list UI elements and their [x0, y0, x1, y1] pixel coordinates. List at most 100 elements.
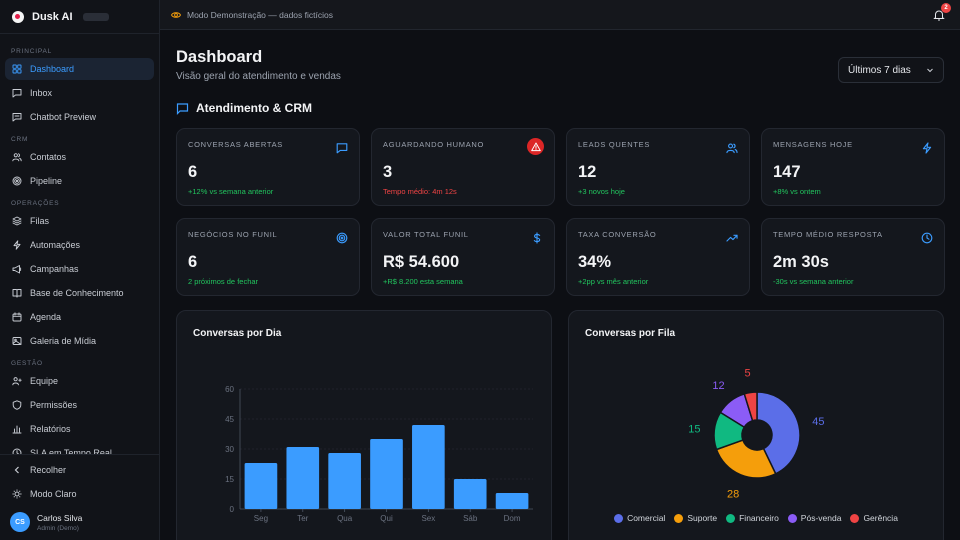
section-heading: Atendimento & CRM [176, 101, 312, 115]
book-icon [12, 289, 22, 298]
sidebar-item-relat-rios[interactable]: Relatórios [5, 418, 154, 440]
card-label: NEGÓCIOS NO FUNIL [188, 230, 278, 239]
kpi-card[interactable]: AGUARDANDO HUMANO 3 Tempo médio: 4m 12s [371, 128, 555, 206]
y-tick-label: 0 [230, 505, 235, 514]
user-profile[interactable]: CS Carlos Silva Admin (Demo) [5, 507, 154, 532]
page-subtitle: Visão geral do atendimento e vendas [176, 71, 341, 82]
bar [453, 479, 487, 509]
slice-value-label: 28 [727, 488, 739, 500]
sidebar-item-label: Galeria de Mídia [30, 336, 97, 346]
sidebar-item-galeria-de-m-dia[interactable]: Galeria de Mídia [5, 330, 154, 352]
sidebar-item-label: Inbox [30, 88, 53, 98]
main-content: Dashboard Visão geral do atendimento e v… [160, 30, 960, 540]
period-value: Últimos 7 dias [848, 64, 911, 76]
brand[interactable]: Dusk AI [0, 0, 159, 34]
kpi-card[interactable]: TAXA CONVERSÃO 34% +2pp vs mês anterior [566, 218, 750, 296]
alert-badge [527, 138, 544, 155]
x-tick-label: Dom [504, 514, 521, 523]
sidebar-item-agenda[interactable]: Agenda [5, 306, 154, 328]
legend-item[interactable]: Comercial [614, 513, 665, 523]
collapse-label: Recolher [30, 465, 67, 475]
kpi-card[interactable]: LEADS QUENTES 12 +3 novos hoje [566, 128, 750, 206]
y-tick-label: 60 [225, 385, 234, 394]
theme-label: Modo Claro [30, 489, 77, 499]
sidebar-item-label: SLA em Tempo Real [30, 448, 112, 458]
x-tick-label: Qui [380, 514, 393, 523]
megaphone-icon [12, 265, 22, 274]
sidebar-item-label: Pipeline [30, 176, 63, 186]
chevron-down-icon [927, 68, 933, 73]
users-icon [12, 153, 22, 162]
card-value: 3 [383, 163, 393, 181]
brand-logo [12, 10, 24, 23]
x-tick-label: Ter [297, 514, 308, 523]
card-icon [726, 231, 738, 243]
card-icon [726, 141, 738, 154]
pie-chart-panel: Conversas por Fila 45 28 15 12 5 Comercial Su… [568, 310, 944, 540]
pie-chart: 45 28 15 12 5 [688, 368, 824, 501]
sidebar-item-base-de-conhecimento[interactable]: Base de Conhecimento [5, 282, 154, 304]
bar [286, 447, 320, 509]
target-icon [12, 176, 22, 186]
app-name: Dusk AI [32, 10, 73, 23]
legend-swatch [787, 513, 797, 523]
y-tick-label: 15 [225, 475, 234, 484]
slice-value-label: 45 [812, 416, 824, 428]
card-label: MENSAGENS HOJE [773, 140, 853, 149]
sidebar-item-permiss-es[interactable]: Permissões [5, 394, 154, 416]
pie-chart-title: Conversas por Fila [585, 328, 676, 339]
nav-section-label: OPERAÇÕES [11, 200, 60, 207]
sidebar-item-dashboard[interactable]: Dashboard [5, 58, 154, 80]
target-icon [336, 232, 348, 244]
collapse-button[interactable]: Recolher [5, 459, 154, 481]
sidebar-item-contatos[interactable]: Contatos [5, 146, 154, 168]
kpi-card[interactable]: CONVERSAS ABERTAS 6 +12% vs semana anterio… [176, 128, 360, 206]
legend-item[interactable]: Gerência [850, 513, 898, 523]
card-value: 34% [578, 253, 612, 271]
legend-label: Gerência [863, 513, 898, 523]
bolt-icon [922, 142, 932, 154]
message-icon [12, 89, 22, 98]
legend-item[interactable]: Suporte [674, 513, 717, 523]
kpi-card[interactable]: VALOR TOTAL FUNIL R$ 54.600 +R$ 8.200 esta… [371, 218, 555, 296]
sidebar-item-equipe[interactable]: Equipe [5, 370, 154, 392]
sidebar-item-label: Permissões [30, 400, 78, 410]
sidebar-item-campanhas[interactable]: Campanhas [5, 258, 154, 280]
pie-slice [756, 391, 801, 475]
card-trend: Tempo médio: 4m 12s [383, 187, 457, 196]
card-trend: +3 novos hoje [578, 187, 625, 196]
clock-icon [921, 232, 933, 244]
sidebar-item-filas[interactable]: Filas [5, 210, 154, 232]
sidebar-item-label: Filas [30, 216, 50, 226]
calendar-icon [12, 312, 22, 322]
bar [412, 425, 445, 509]
notifications-button[interactable]: 2 [932, 3, 951, 22]
card-icon [336, 231, 348, 244]
sidebar-item-chatbot-preview[interactable]: Chatbot Preview [5, 106, 154, 128]
card-label: VALOR TOTAL FUNIL [383, 230, 469, 239]
card-icon [336, 141, 348, 154]
kpi-card[interactable]: TEMPO MÉDIO RESPOSTA 2m 30s -30s vs semana… [761, 218, 945, 296]
sidebar-item-label: Campanhas [30, 264, 79, 274]
alert-icon [530, 142, 541, 151]
sidebar-nav: PRINCIPAL Dashboard Inbox Chatbot Preview CR… [0, 34, 159, 464]
sidebar-item-label: Dashboard [30, 64, 75, 74]
card-label: LEADS QUENTES [578, 140, 651, 149]
legend-item[interactable]: Financeiro [726, 513, 779, 523]
eye-icon [171, 11, 181, 18]
card-icon [921, 231, 933, 244]
slice-value-label: 5 [745, 368, 751, 380]
kpi-card[interactable]: MENSAGENS HOJE 147 +8% vs ontem [761, 128, 945, 206]
sidebar-item-automa-es[interactable]: Automações [5, 234, 154, 256]
legend-item[interactable]: Pós-venda [787, 513, 841, 523]
sidebar-item-inbox[interactable]: Inbox [5, 82, 154, 104]
x-tick-label: Sex [421, 514, 435, 523]
sidebar-footer: Recolher Modo Claro CS Carlos Silva Admi… [0, 454, 159, 540]
kpi-card[interactable]: NEGÓCIOS NO FUNIL 6 2 próximos de fechar [176, 218, 360, 296]
sidebar-item-pipeline[interactable]: Pipeline [5, 170, 154, 192]
period-select[interactable]: Últimos 7 dias [838, 57, 944, 83]
sidebar: Dusk AI PRINCIPAL Dashboard Inbox Chatbot P… [0, 0, 160, 540]
user-name: Carlos Silva [37, 512, 83, 523]
avatar: CS [10, 512, 30, 532]
theme-toggle[interactable]: Modo Claro [5, 483, 154, 505]
